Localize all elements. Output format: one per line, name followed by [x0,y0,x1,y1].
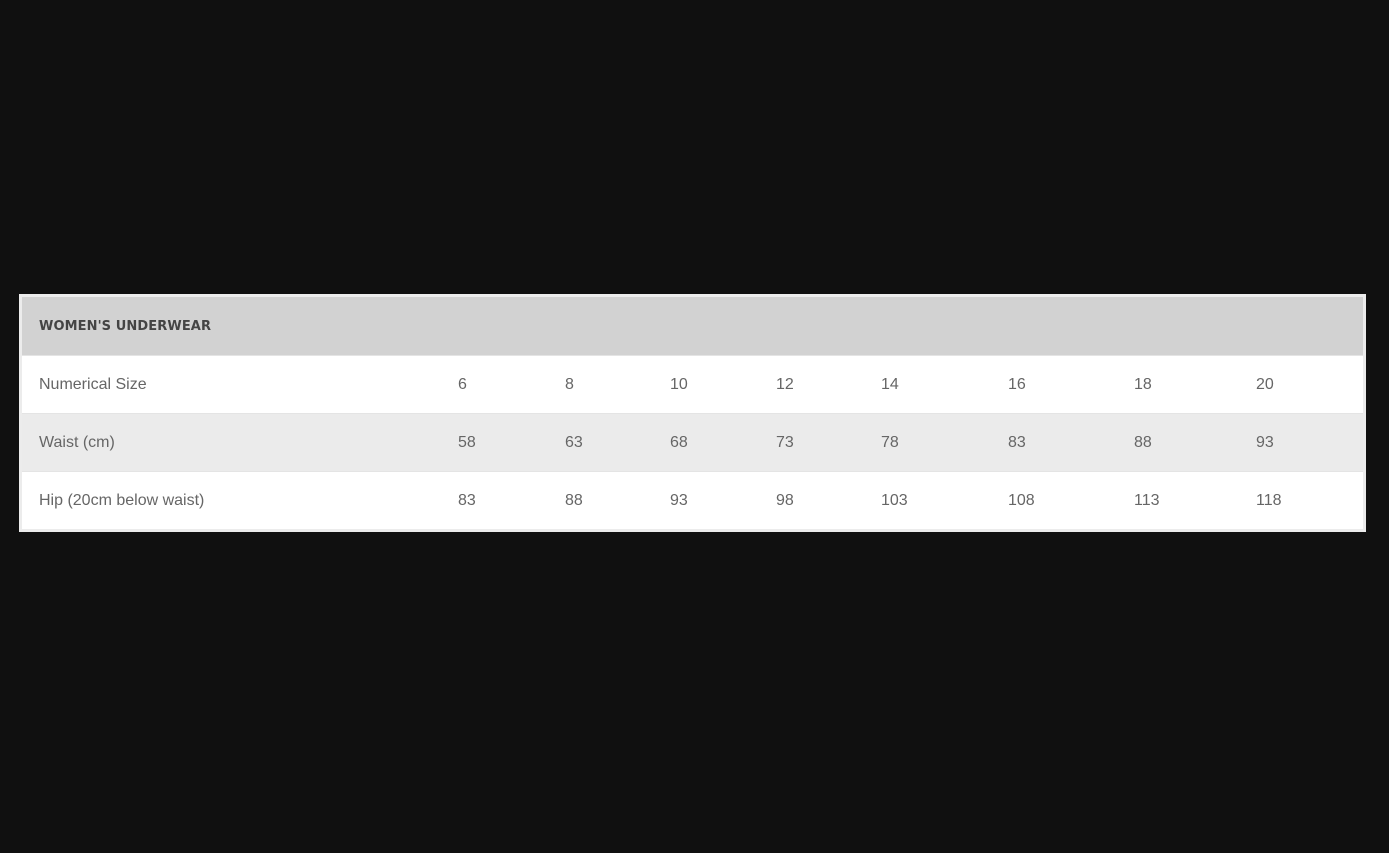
table-header-row: WOMEN'S UNDERWEAR [22,297,1364,356]
table-cell: 6 [441,355,548,414]
row-label: Hip (20cm below waist) [22,471,441,529]
table-cell: 83 [441,471,548,529]
table-cell: 8 [548,355,653,414]
table-cell: 88 [548,471,653,529]
table-title: WOMEN'S UNDERWEAR [22,297,1364,356]
table-row: Waist (cm) 58 63 68 73 78 83 88 93 [22,413,1364,472]
size-table: WOMEN'S UNDERWEAR Numerical Size 6 8 10 12 14… [22,297,1364,529]
table-cell: 88 [1117,413,1239,472]
table-cell: 78 [864,413,991,472]
table-cell: 108 [991,471,1117,529]
table-cell: 93 [1239,413,1364,472]
table-cell: 98 [759,471,864,529]
table-cell: 118 [1239,471,1364,529]
table-cell: 14 [864,355,991,414]
table-cell: 83 [991,413,1117,472]
size-chart: WOMEN'S UNDERWEAR Numerical Size 6 8 10 12 14… [19,294,1366,532]
table-cell: 93 [653,471,759,529]
table-cell: 113 [1117,471,1239,529]
table-row: Hip (20cm below waist) 83 88 93 98 103 108 113 1… [22,471,1364,529]
table-cell: 73 [759,413,864,472]
table-cell: 68 [653,413,759,472]
table-cell: 63 [548,413,653,472]
table-cell: 18 [1117,355,1239,414]
table-cell: 20 [1239,355,1364,414]
table-cell: 103 [864,471,991,529]
table-cell: 10 [653,355,759,414]
table-row: Numerical Size 6 8 10 12 14 16 18 20 [22,355,1364,414]
table-cell: 12 [759,355,864,414]
table-cell: 16 [991,355,1117,414]
table-cell: 58 [441,413,548,472]
row-label: Numerical Size [22,355,441,414]
row-label: Waist (cm) [22,413,441,472]
